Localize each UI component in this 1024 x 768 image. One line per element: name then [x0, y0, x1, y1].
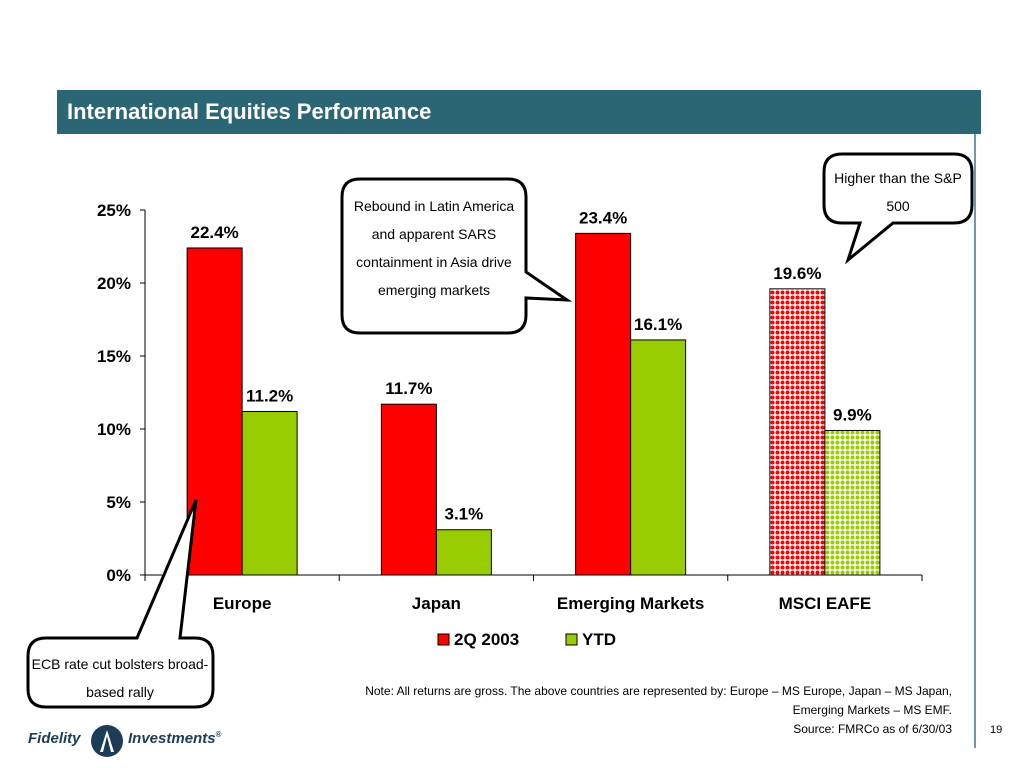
bar-ytd [241, 410, 298, 576]
bar-ytd [824, 429, 881, 576]
bar-2q2003 [769, 288, 826, 576]
legend-label: 2Q 2003 [454, 630, 519, 649]
footnote-line: Emerging Markets – MS EMF. [792, 703, 952, 717]
callout-latin-bubble [340, 177, 573, 335]
legend-swatch [565, 633, 578, 646]
pyramid-emblem-icon [91, 725, 123, 757]
callout-ecb-text: ECB rate cut bolsters broad-based rally [31, 656, 209, 700]
y-tick-label: 5% [106, 493, 131, 512]
bar-2q2003 [380, 403, 437, 576]
legend-label: YTD [582, 630, 616, 649]
legend-swatch [437, 633, 450, 646]
callout-sp500-text: Higher than the S&P 500 [834, 170, 962, 214]
x-category-label: Emerging Markets [557, 594, 704, 613]
bar-ytd [630, 339, 687, 576]
x-category-label: Europe [213, 594, 272, 613]
y-tick-label: 25% [97, 201, 131, 220]
bar-ytd [435, 529, 492, 576]
bar-2q2003 [186, 247, 243, 576]
data-label: 22.4% [191, 223, 239, 242]
x-category-label: MSCI EAFE [779, 594, 872, 613]
data-label: 11.7% [385, 379, 432, 398]
right-divider [974, 134, 976, 748]
data-label: 9.9% [833, 405, 872, 424]
y-tick-label: 15% [97, 347, 131, 366]
callout-latin-text: Rebound in Latin America and apparent SA… [353, 198, 515, 298]
source-line: Source: FMRCo as of 6/30/03 [793, 722, 952, 736]
data-label: 23.4% [579, 208, 627, 227]
y-tick-label: 10% [97, 420, 131, 439]
x-category-label: Japan [412, 594, 461, 613]
logo-word-fidelity: Fidelity [28, 730, 81, 747]
y-tick-label: 0% [106, 566, 131, 585]
bar-2q2003 [575, 232, 632, 576]
title-bar: International Equities Performance [57, 90, 981, 134]
callout-ecb-bubble [26, 499, 215, 709]
footnote: Note: All returns are gross. The above c… [192, 682, 952, 739]
data-label: 11.2% [246, 386, 293, 405]
logo-word-investments: Investments® [128, 730, 222, 747]
fidelity-logo: Fidelity Investments® [28, 722, 248, 758]
slide-title: International Equities Performance [67, 99, 432, 124]
data-label: 19.6% [773, 264, 821, 283]
data-label: 3.1% [445, 505, 484, 524]
callout-sp500-bubble [822, 152, 974, 265]
y-tick-label: 20% [97, 274, 131, 293]
data-label: 16.1% [634, 315, 682, 334]
footnote-line: Note: All returns are gross. The above c… [365, 684, 952, 698]
page-number: 19 [990, 724, 1003, 736]
